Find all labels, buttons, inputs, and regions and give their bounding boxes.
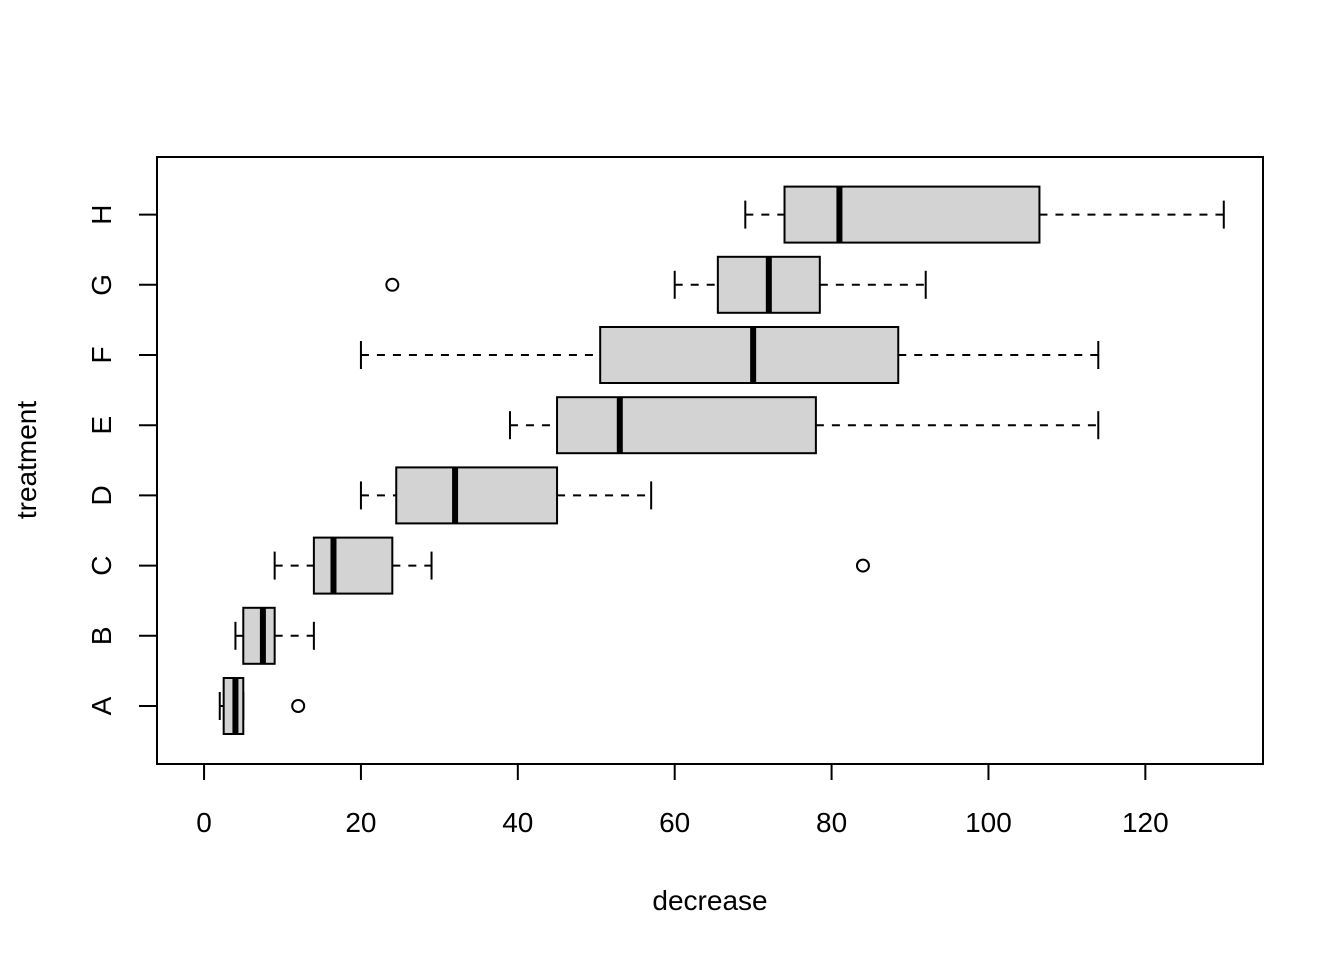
x-tick-label: 120 — [1122, 807, 1169, 838]
iqr-box — [599, 326, 900, 384]
x-tick-label: 0 — [196, 807, 212, 838]
y-tick-label: D — [86, 485, 117, 505]
outlier-point — [291, 699, 306, 713]
box-B — [234, 606, 315, 665]
box-E — [508, 396, 1100, 455]
y-tick-label: F — [86, 346, 117, 363]
x-tick-label: 40 — [502, 807, 533, 838]
box-C — [273, 536, 870, 595]
box-H — [744, 185, 1225, 244]
x-tick-label: 20 — [345, 807, 376, 838]
y-tick-label: A — [86, 696, 117, 715]
iqr-box — [783, 185, 1041, 244]
x-tick-label: 100 — [965, 807, 1012, 838]
box-A — [218, 677, 306, 735]
y-tick-label: C — [86, 555, 117, 575]
box-F — [359, 326, 1100, 384]
boxes-group — [218, 185, 1225, 735]
outlier-point — [385, 277, 400, 292]
x-axis-label: decrease — [652, 885, 767, 916]
outlier-point — [855, 558, 870, 573]
y-tick-label: G — [86, 274, 117, 296]
x-axis: 0 20 40 60 80 100 120 — [196, 763, 1169, 838]
y-axis: A B C D E F G H — [86, 204, 158, 715]
iqr-box — [556, 396, 817, 455]
x-tick-label: 80 — [816, 807, 847, 838]
iqr-box — [242, 606, 276, 665]
box-D — [359, 466, 653, 525]
y-tick-label: B — [86, 626, 117, 645]
box-G — [385, 255, 927, 314]
y-tick-label: E — [86, 416, 117, 435]
iqr-box — [395, 466, 559, 525]
y-tick-label: H — [86, 204, 117, 224]
plot-frame — [156, 156, 1264, 765]
x-tick-label: 60 — [659, 807, 690, 838]
iqr-box — [312, 536, 394, 595]
y-axis-label: treatment — [11, 401, 42, 519]
